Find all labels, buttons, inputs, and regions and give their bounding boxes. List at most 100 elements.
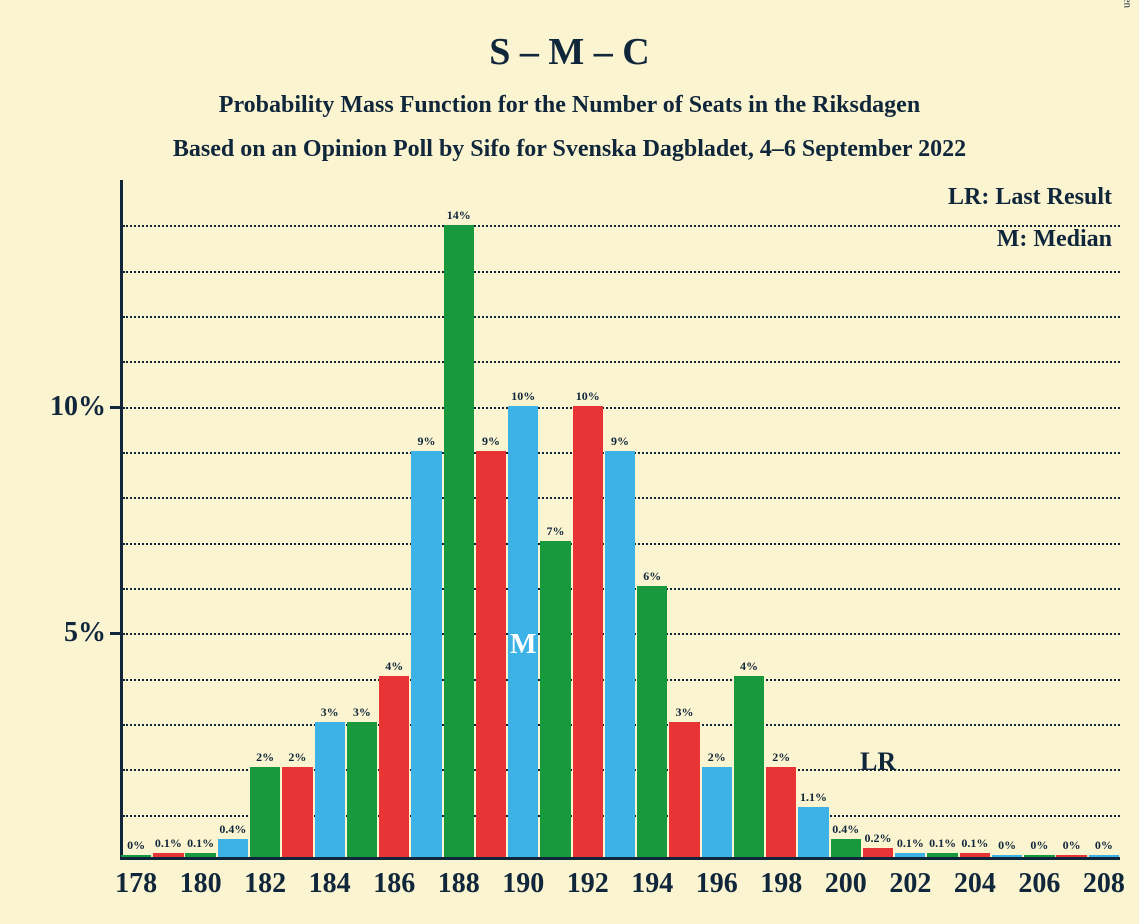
x-tick-label: 208 — [1083, 868, 1125, 900]
bar-group: 3% — [315, 722, 345, 857]
bar-group: 7% — [540, 541, 570, 857]
bar-value-label: 0.1% — [155, 836, 182, 851]
bar-group: 0.1% — [153, 853, 183, 858]
bar-value-label: 3% — [321, 705, 339, 720]
bar: 14% — [444, 225, 474, 857]
bar-value-label: 0% — [1063, 838, 1081, 853]
bar-group: 4% — [379, 676, 409, 857]
bar: 2% — [702, 767, 732, 857]
bar-value-label: 0.1% — [897, 836, 924, 851]
bar: 3% — [315, 722, 345, 857]
x-tick-label: 182 — [244, 868, 286, 900]
bar-group: 4% — [734, 676, 764, 857]
bar-group: 3% — [669, 722, 699, 857]
bar-value-label: 0% — [127, 838, 145, 853]
bar: 0% — [1056, 855, 1086, 857]
gridline — [123, 271, 1120, 273]
bar: 0% — [1089, 855, 1119, 857]
bar-group: 9% — [605, 451, 635, 857]
chart-subtitle-1: Probability Mass Function for the Number… — [0, 92, 1139, 119]
x-tick-label: 180 — [180, 868, 222, 900]
bar: 2% — [766, 767, 796, 857]
chart-subtitle-2: Based on an Opinion Poll by Sifo for Sve… — [0, 136, 1139, 163]
bar: 0% — [121, 855, 151, 857]
bar-value-label: 9% — [482, 434, 500, 449]
x-tick-label: 202 — [889, 868, 931, 900]
y-tick-label: 5% — [64, 617, 106, 649]
bar-value-label: 0.1% — [187, 836, 214, 851]
bar-group: 0.4% — [218, 839, 248, 857]
bar-value-label: 10% — [576, 389, 600, 404]
bar-group: 9% — [476, 451, 506, 857]
bar-group: 0% — [1024, 855, 1054, 857]
bar-group: 2% — [282, 767, 312, 857]
x-tick-label: 194 — [631, 868, 673, 900]
bar-value-label: 0% — [1030, 838, 1048, 853]
chart-canvas: S – M – C Probability Mass Function for … — [0, 0, 1139, 924]
y-tick-mark — [110, 406, 120, 409]
x-tick-label: 184 — [309, 868, 351, 900]
bar: 0.1% — [185, 853, 215, 858]
bar: 1.1% — [798, 807, 828, 857]
bar: 0.2% — [863, 848, 893, 857]
bar: 9% — [605, 451, 635, 857]
bar-value-label: 9% — [417, 434, 435, 449]
bar-value-label: 4% — [385, 659, 403, 674]
bar-value-label: 0.4% — [832, 822, 859, 837]
bar-value-label: 10% — [511, 389, 535, 404]
x-tick-label: 186 — [373, 868, 415, 900]
bar: 4% — [379, 676, 409, 857]
x-tick-label: 188 — [438, 868, 480, 900]
bar-group: 2% — [766, 767, 796, 857]
bar-value-label: 2% — [772, 750, 790, 765]
x-tick-label: 178 — [115, 868, 157, 900]
bar-group: 10% — [573, 406, 603, 857]
x-tick-label: 190 — [502, 868, 544, 900]
x-tick-label: 192 — [567, 868, 609, 900]
bar-group: 3% — [347, 722, 377, 857]
bar-group: 2% — [702, 767, 732, 857]
gridline — [123, 225, 1120, 227]
bar-group: 1.1% — [798, 807, 828, 857]
bar-group: 14% — [444, 225, 474, 857]
x-tick-label: 206 — [1018, 868, 1060, 900]
x-tick-label: 196 — [696, 868, 738, 900]
bar-value-label: 0.1% — [961, 836, 988, 851]
bar: 0.1% — [153, 853, 183, 858]
bar-value-label: 7% — [546, 524, 564, 539]
bar-value-label: 3% — [353, 705, 371, 720]
bar: 2% — [282, 767, 312, 857]
bar: 0.1% — [960, 853, 990, 858]
gridline — [123, 316, 1120, 318]
last-result-marker: LR — [860, 747, 896, 777]
bar: 0.4% — [831, 839, 861, 857]
legend-last-result: LR: Last Result — [948, 184, 1112, 211]
x-tick-label: 200 — [825, 868, 867, 900]
y-tick-mark — [110, 632, 120, 635]
median-marker: M — [510, 629, 536, 661]
legend-median: M: Median — [997, 226, 1112, 253]
bar: 0.1% — [895, 853, 925, 858]
bar-group: 0.1% — [895, 853, 925, 858]
bar-value-label: 2% — [288, 750, 306, 765]
bar-value-label: 0.2% — [865, 831, 892, 846]
bar: 7% — [540, 541, 570, 857]
bar-value-label: 0.4% — [219, 822, 246, 837]
bar: 6% — [637, 586, 667, 857]
bar-value-label: 0.1% — [929, 836, 956, 851]
bar-value-label: 14% — [447, 208, 471, 223]
bar-group: 0.4% — [831, 839, 861, 857]
bar-group: 6% — [637, 586, 667, 857]
bar: 0.1% — [927, 853, 957, 858]
bar: 4% — [734, 676, 764, 857]
bar-group: 0% — [121, 855, 151, 857]
bar: 3% — [669, 722, 699, 857]
bar: 0% — [1024, 855, 1054, 857]
bar-group: 0.1% — [927, 853, 957, 858]
bar: 9% — [476, 451, 506, 857]
bar-group: 0.2% — [863, 848, 893, 857]
bar-value-label: 1.1% — [800, 790, 827, 805]
bar-group: 0% — [1089, 855, 1119, 857]
bar: 0% — [992, 855, 1022, 857]
bar-value-label: 2% — [708, 750, 726, 765]
